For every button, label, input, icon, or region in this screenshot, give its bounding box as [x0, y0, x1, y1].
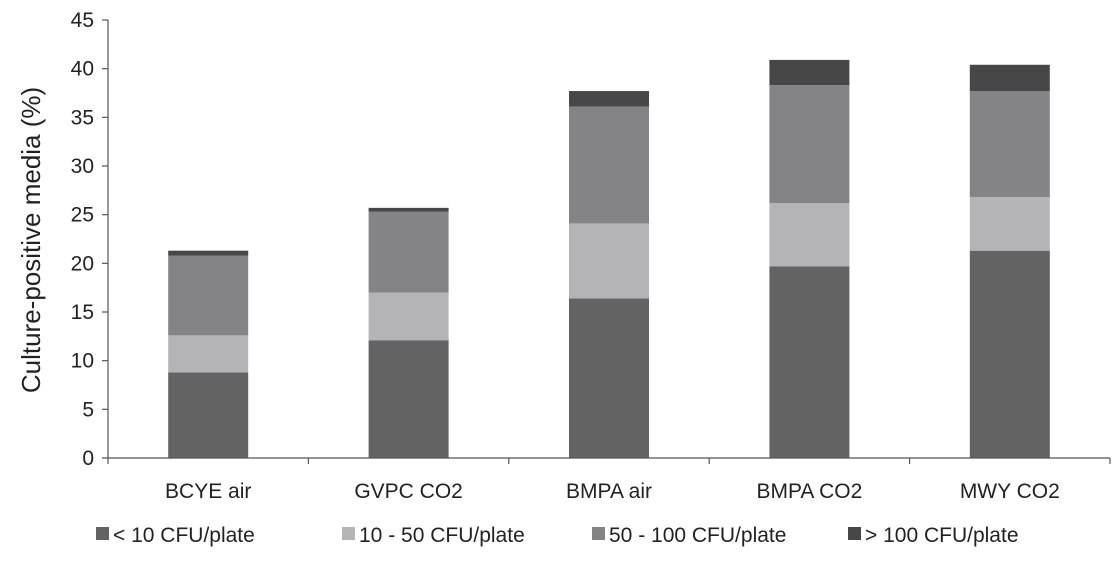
x-category-label: BCYE air [165, 480, 251, 503]
legend-swatch [848, 527, 861, 540]
legend-swatch [96, 527, 109, 540]
bar-segment-2 [969, 197, 1050, 251]
bar-segment-2 [368, 292, 449, 341]
bar-segment-3 [769, 85, 850, 203]
legend-item: 10 - 50 CFU/plate [342, 524, 525, 547]
bar-segment-3 [969, 91, 1050, 198]
bar-segment-2 [769, 202, 850, 267]
bar-segment-4 [569, 91, 649, 107]
x-category-label: BMPA air [566, 480, 652, 503]
bar-segment-2 [569, 223, 649, 299]
bar-segment-3 [368, 211, 449, 293]
bar-segment-4 [168, 250, 249, 256]
y-tick-label: 45 [71, 9, 94, 32]
bar-segment-1 [569, 298, 649, 458]
bar-segment-3 [569, 106, 649, 224]
bar-segment-1 [168, 372, 249, 458]
legend-swatch [592, 527, 605, 540]
y-tick-label: 40 [71, 58, 94, 81]
y-tick-label: 15 [71, 301, 94, 324]
bar-segment-1 [769, 266, 850, 458]
legend-item: < 10 CFU/plate [96, 524, 255, 547]
axes-group: 0 5 10 15 20 25 30 35 40 45 BCYE air GVPC CO2 BMPA a… [71, 9, 1111, 503]
x-category-label: GVPC CO2 [354, 480, 463, 503]
bar-segment-2 [168, 335, 249, 373]
legend-item: 50 - 100 CFU/plate [592, 524, 786, 547]
bars-group [168, 59, 1050, 458]
legend: < 10 CFU/plate 10 - 50 CFU/plate 50 - 100 … [96, 524, 1019, 547]
y-tick-label: 25 [71, 204, 94, 227]
bar-segment-4 [969, 64, 1050, 92]
bar-segment-4 [769, 59, 850, 86]
y-tick-label: 0 [82, 447, 94, 470]
legend-label: < 10 CFU/plate [113, 524, 255, 547]
x-category-label: BMPA CO2 [756, 480, 862, 503]
y-tick-label: 20 [71, 252, 94, 275]
legend-item: > 100 CFU/plate [848, 524, 1019, 547]
legend-swatch [342, 527, 355, 540]
legend-label: 50 - 100 CFU/plate [609, 524, 786, 547]
legend-label: > 100 CFU/plate [865, 524, 1019, 547]
bar-segment-1 [969, 250, 1050, 458]
bar-segment-4 [368, 207, 449, 212]
y-axis-label: Culture-positive media (%) [16, 87, 46, 393]
bar-segment-3 [168, 255, 249, 336]
y-tick-label: 35 [71, 106, 94, 129]
y-tick-label: 10 [71, 350, 94, 373]
bar-segment-1 [368, 340, 449, 458]
x-category-label: MWY CO2 [960, 480, 1060, 503]
y-tick-label: 5 [82, 398, 94, 421]
legend-label: 10 - 50 CFU/plate [359, 524, 525, 547]
y-tick-label: 30 [71, 155, 94, 178]
